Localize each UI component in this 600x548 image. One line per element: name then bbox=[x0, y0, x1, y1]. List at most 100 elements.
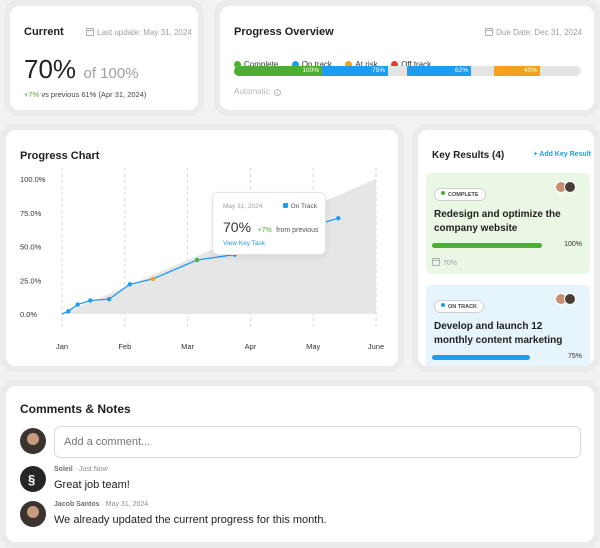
y-tick-label: 50.0% bbox=[20, 243, 42, 252]
current-value-row: 70% of 100% bbox=[24, 54, 139, 85]
legend-off-track: Off track bbox=[391, 60, 431, 69]
avatar-face-icon bbox=[27, 433, 39, 445]
tooltip-status-label: On Track bbox=[290, 203, 317, 210]
comments-title: Comments & Notes bbox=[20, 402, 131, 416]
key-results-title: Key Results (4) bbox=[432, 150, 505, 161]
x-tick-label: Mar bbox=[181, 342, 194, 351]
add-key-result-button[interactable]: + Add Key Result bbox=[533, 151, 591, 158]
progress-chart: 100.0% 75.0% 50.0% 25.0% 0.0% Jan Feb Mar Apr May… bbox=[20, 168, 384, 351]
current-panel: Current Last update: May 31, 2024 70% of… bbox=[4, 0, 204, 116]
tooltip-status: On Track bbox=[282, 203, 317, 210]
comment-author: Soleil bbox=[54, 466, 73, 473]
calendar-icon bbox=[86, 28, 94, 36]
avatar bbox=[20, 428, 46, 454]
status-pill-label: ON TRACK bbox=[448, 304, 478, 310]
key-result-card[interactable]: COMPLETE Redesign and optimize the compa… bbox=[426, 173, 590, 274]
data-point bbox=[66, 309, 71, 314]
comment-input[interactable] bbox=[54, 426, 581, 458]
last-update: Last update: May 31, 2024 bbox=[86, 28, 192, 37]
key-result-title: Develop and launch 12 monthly content ma… bbox=[434, 321, 563, 346]
comment-author: Jacob Santos bbox=[54, 501, 100, 508]
current-total: of 100% bbox=[83, 65, 139, 82]
calendar-icon bbox=[432, 258, 440, 266]
progress-fill bbox=[432, 243, 542, 248]
avatar bbox=[564, 293, 576, 305]
chart-title: Progress Chart bbox=[20, 150, 100, 162]
progress-fill bbox=[432, 355, 530, 360]
comment-time: Just Now bbox=[78, 466, 108, 473]
soleil-logo-icon: § bbox=[28, 472, 36, 487]
tooltip-date: May 31, 2024 bbox=[223, 203, 263, 210]
calendar-icon bbox=[485, 28, 494, 36]
y-tick-label: 100.0% bbox=[20, 175, 46, 184]
progress-chart-panel: Progress Chart 100.0% 75.0% 50.0% 25.0% 0.0%… bbox=[0, 124, 404, 372]
avatar: § bbox=[20, 466, 46, 492]
x-tick-label: June bbox=[368, 342, 384, 351]
key-result-card[interactable]: ON TRACK Develop and launch 12 monthly c… bbox=[426, 285, 590, 366]
view-key-task-link[interactable]: View Key Task bbox=[223, 240, 266, 247]
status-pill: COMPLETE bbox=[434, 188, 486, 201]
avatar-face-icon bbox=[27, 506, 39, 518]
avatar bbox=[564, 181, 576, 193]
current-title: Current bbox=[24, 26, 64, 38]
legend-complete: Complete bbox=[234, 60, 278, 69]
legend-at-risk: At risk bbox=[345, 60, 378, 69]
data-point bbox=[127, 282, 133, 287]
progress-label: 75% bbox=[567, 353, 582, 360]
bar-at-risk: 40% bbox=[494, 66, 540, 76]
x-tick-label: May bbox=[306, 342, 320, 351]
data-point bbox=[75, 302, 80, 307]
key-result-note: 70% bbox=[432, 258, 457, 267]
current-delta-note: vs previous 61% (Apr 31, 2024) bbox=[41, 90, 147, 99]
y-tick-label: 0.0% bbox=[20, 310, 37, 319]
at-risk-dot-icon bbox=[345, 61, 353, 68]
current-value: 70% bbox=[24, 54, 77, 84]
status-dot-icon bbox=[441, 303, 445, 307]
progress-track bbox=[432, 243, 542, 248]
y-tick-label: 25.0% bbox=[20, 276, 42, 285]
tooltip-value: 70% bbox=[223, 219, 252, 235]
status-legend: Complete On track At risk Off track bbox=[234, 54, 440, 72]
key-result-note-text: 70% bbox=[443, 260, 458, 267]
tooltip-delta-note: from previous bbox=[276, 227, 319, 234]
x-tick-label: Jan bbox=[56, 342, 68, 351]
comment-text: We already updated the current progress … bbox=[54, 514, 327, 526]
comment-meta: Jacob Santos · May 31, 2024 bbox=[54, 501, 149, 508]
progress-overview-panel: Progress Overview Due Date: Dec 31, 2024… bbox=[214, 0, 600, 116]
due-date: Due Date: Dec 31, 2024 bbox=[485, 28, 582, 37]
data-point bbox=[88, 298, 93, 303]
last-update-text: Last update: May 31, 2024 bbox=[97, 28, 192, 37]
status-pill-label: COMPLETE bbox=[448, 192, 479, 198]
comment-meta: Soleil · Just Now bbox=[54, 466, 108, 473]
bar-on-track-2: 62% bbox=[407, 66, 471, 76]
x-tick-label: Apr bbox=[245, 342, 257, 351]
automatic-label: Automatic bbox=[234, 87, 270, 96]
key-result-title: Redesign and optimize the company websit… bbox=[434, 209, 561, 234]
avatar bbox=[20, 501, 46, 527]
on-track-dot-icon bbox=[291, 61, 299, 68]
current-delta: +7% bbox=[24, 90, 40, 99]
chart-tooltip: May 31, 2024 On Track 70% +7% from previ… bbox=[212, 192, 326, 255]
info-icon: i bbox=[273, 89, 281, 96]
complete-dot-icon bbox=[234, 61, 241, 68]
bar-complete: 100% bbox=[234, 66, 322, 76]
status-dot-icon bbox=[441, 191, 445, 195]
legend-on-track: On track bbox=[291, 60, 332, 69]
current-delta-row: +7% vs previous 61% (Apr 31, 2024) bbox=[24, 90, 146, 99]
legend-off-track-label: Off track bbox=[401, 60, 432, 69]
automatic-toggle[interactable]: Automatic i bbox=[234, 87, 281, 96]
data-point bbox=[336, 215, 341, 221]
bar-on-track-1: 75% bbox=[322, 66, 388, 76]
data-point bbox=[106, 296, 112, 302]
y-tick-label: 75.0% bbox=[20, 209, 42, 218]
comments-panel: Comments & Notes § Soleil · Just Now Gre… bbox=[0, 380, 600, 548]
data-point bbox=[194, 257, 200, 263]
legend-on-track-label: On track bbox=[301, 60, 332, 69]
legend-at-risk-label: At risk bbox=[355, 60, 378, 69]
comment-time: May 31, 2024 bbox=[105, 501, 149, 508]
x-tick-label: Feb bbox=[118, 342, 131, 351]
key-results-panel: Key Results (4) + Add Key Result COMPLET… bbox=[412, 124, 600, 372]
comment-text: Great job team! bbox=[54, 479, 130, 491]
tooltip-value-row: 70% +7% from previous bbox=[223, 219, 319, 237]
overview-bar: 100% 75% 62% 40% bbox=[234, 66, 581, 76]
